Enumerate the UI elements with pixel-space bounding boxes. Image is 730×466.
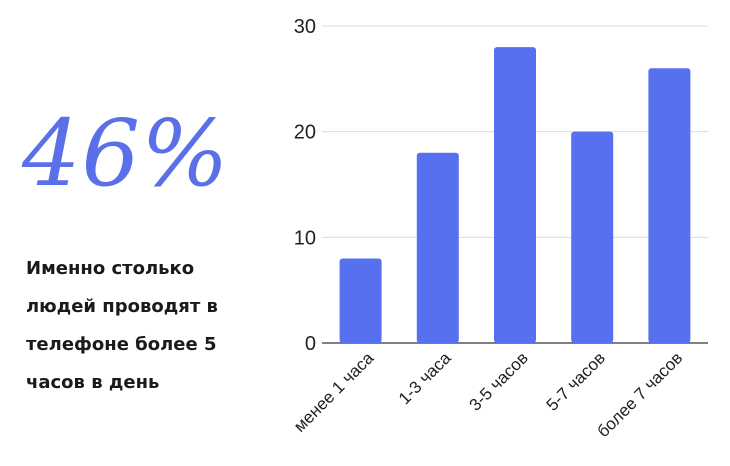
y-tick-label: 10 xyxy=(294,227,316,249)
caption-line-1: Именно столько xyxy=(26,258,195,279)
y-tick-label: 20 xyxy=(294,122,316,144)
y-tick-label: 30 xyxy=(294,16,316,38)
x-category-label: менее 1 часа xyxy=(290,348,378,436)
bars xyxy=(339,47,691,344)
caption-line-3: телефоне более 5 xyxy=(26,334,217,355)
bar-1 xyxy=(339,258,382,343)
x-category-label: 1-3 часа xyxy=(395,348,455,408)
bar-2 xyxy=(416,152,459,343)
bar-4 xyxy=(571,131,614,343)
bar-5 xyxy=(648,68,691,344)
y-tick-labels: 0 10 20 30 xyxy=(294,16,316,355)
y-tick-label: 0 xyxy=(305,333,316,355)
bar-3 xyxy=(494,47,536,344)
stat-caption: Именно столько людей проводят в телефоне… xyxy=(26,250,276,402)
x-category-label: 5-7 часов xyxy=(543,348,609,414)
caption-line-2: людей проводят в xyxy=(26,296,218,317)
caption-line-4: часов в день xyxy=(26,372,160,393)
x-category-labels: менее 1 часа 1-3 часа 3-5 часов 5-7 часовбо… xyxy=(290,348,686,441)
stat-value: 46% xyxy=(22,100,230,207)
x-category-label: 3-5 часов xyxy=(466,348,532,414)
